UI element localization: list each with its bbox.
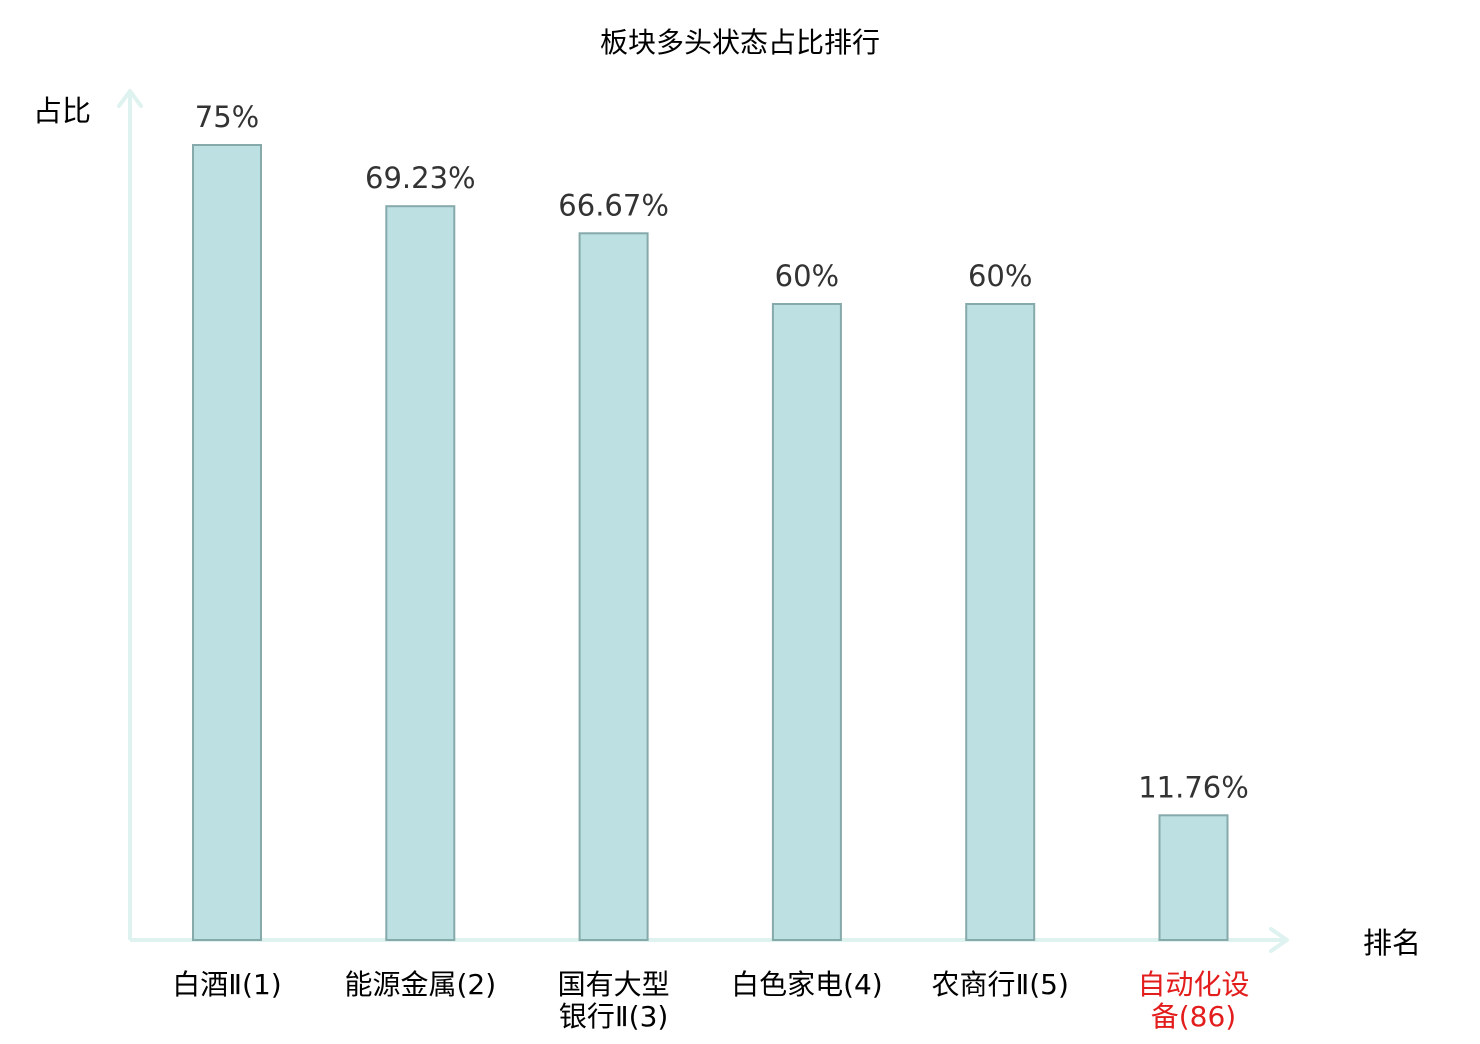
bar-1: [192, 144, 262, 941]
category-label-4: 白色家电(4): [731, 968, 883, 1001]
category-label-2: 能源金属(2): [344, 968, 496, 1001]
category-label-3: 国有大型银行Ⅱ(3): [558, 968, 670, 1033]
value-label-2: 69.23%: [365, 161, 476, 195]
x-axis-arrowhead: [1269, 927, 1289, 953]
category-label-1: 白酒Ⅱ(1): [172, 968, 281, 1001]
category-label-6: 自动化设备(86): [1137, 968, 1249, 1033]
chart-title: 板块多头状态占比排行: [600, 26, 880, 59]
bar-3: [578, 232, 649, 942]
bar-4: [771, 303, 842, 941]
bars-group: [192, 144, 1229, 942]
value-label-6: 11.76%: [1138, 770, 1249, 804]
x-axis-label: 排名: [1363, 926, 1421, 960]
category-labels-group: 白酒Ⅱ(1) 能源金属(2) 国有大型银行Ⅱ(3) 白色家电(4) 农商行Ⅱ(5) 自动化…: [172, 968, 1249, 1033]
y-axis-arrowhead: [117, 89, 143, 108]
y-axis-label: 占比: [33, 94, 91, 128]
category-label-line: 白色家电(4): [731, 968, 883, 1001]
category-label-line: 农商行Ⅱ(5): [931, 968, 1068, 1001]
bar-2: [385, 205, 456, 941]
bar-5: [965, 303, 1036, 941]
category-label-line: 自动化设: [1137, 968, 1249, 1001]
category-label-line: 白酒Ⅱ(1): [172, 968, 281, 1001]
value-label-5: 60%: [968, 259, 1032, 293]
category-label-line: 国有大型: [558, 968, 670, 1001]
value-label-3: 66.67%: [558, 188, 669, 222]
category-label-line: 备(86): [1151, 1000, 1236, 1033]
category-label-line: 能源金属(2): [344, 968, 496, 1001]
value-labels-group: 75% 69.23% 66.67% 60% 60% 11.76%: [195, 100, 1249, 804]
bar-6: [1158, 814, 1229, 941]
value-label-1: 75%: [195, 100, 259, 134]
category-label-line: 银行Ⅱ(3): [559, 1000, 668, 1033]
category-label-5: 农商行Ⅱ(5): [931, 968, 1068, 1001]
value-label-4: 60%: [775, 259, 839, 293]
